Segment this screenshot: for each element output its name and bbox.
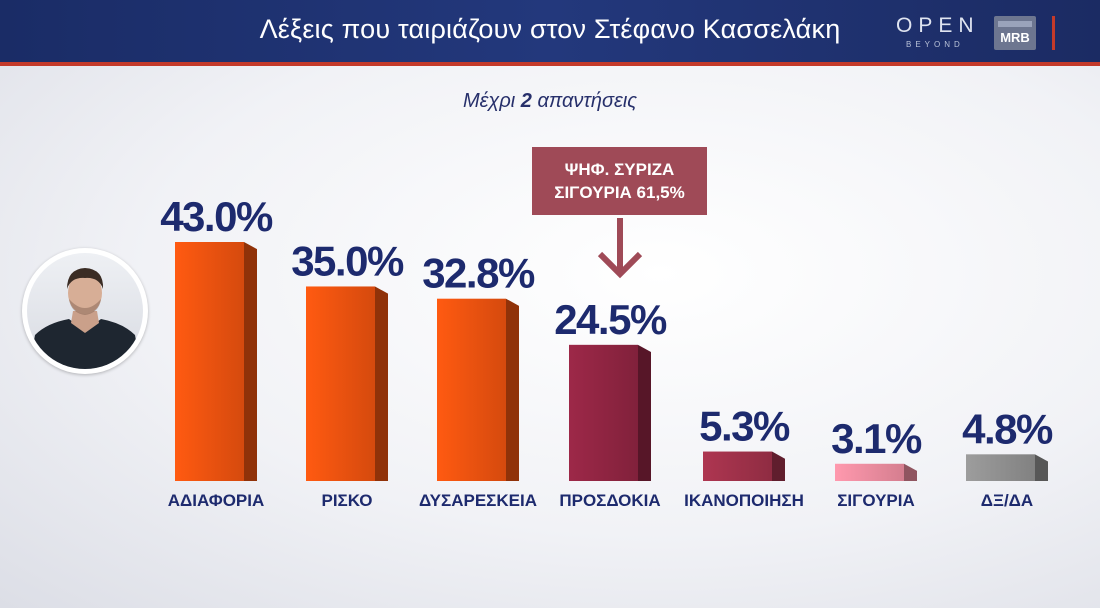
subtitle-pre: Μέχρι <box>462 90 521 112</box>
category-label-1: ΡΙΣΚΟ <box>322 491 373 510</box>
bar-4 <box>703 451 772 481</box>
bar-3 <box>569 344 638 481</box>
callout-line-1: ΨΗΦ. ΣΥΡΙΖΑ <box>564 160 675 179</box>
callout-line-2: ΣΙΓΟΥΡΙΑ 61,5% <box>554 183 685 202</box>
bar-0 <box>175 242 244 481</box>
person-icon <box>29 268 141 369</box>
subtitle-post: απαντήσεις <box>531 90 638 112</box>
open-beyond-logo: BEYOND <box>906 40 964 49</box>
avatar <box>22 248 148 374</box>
bar-side-3 <box>638 344 651 481</box>
bar-side-0 <box>244 242 257 481</box>
subtitle-number: 2 <box>520 90 532 112</box>
mrb-logo: MRB <box>994 16 1036 50</box>
category-label-6: ΔΞ/ΔΑ <box>981 491 1033 510</box>
chart-bars: 43.0% ΑΔΙΑΦΟΡΙΑ 35.0% ΡΙΣΚΟ 32.8% ΔΥΣΑΡΕΣΚΕΙΑ… <box>160 193 1054 510</box>
category-label-5: ΣΙΓΟΥΡΙΑ <box>837 491 915 510</box>
bar-6 <box>966 454 1035 481</box>
title-bar: Λέξεις που ταιριάζουν στον Στέφανο Κασσε… <box>0 0 1100 66</box>
callout-box: ΨΗΦ. ΣΥΡΙΖΑ ΣΙΓΟΥΡΙΑ 61,5% <box>532 147 707 215</box>
chart-subtitle: Μέχρι 2 απαντήσεις <box>0 90 1100 113</box>
open-logo: OPEN <box>896 14 980 37</box>
value-label-2: 32.8% <box>422 250 535 297</box>
value-label-5: 3.1% <box>831 415 922 462</box>
bar-side-1 <box>375 286 388 481</box>
value-label-4: 5.3% <box>699 403 790 450</box>
avatar-photo <box>27 253 143 369</box>
page-title: Λέξεις που ταιριάζουν στον Στέφανο Κασσε… <box>259 14 841 44</box>
bar-side-5 <box>904 463 917 481</box>
logo-divider <box>1052 16 1055 50</box>
category-label-3: ΠΡΟΣΔΟΚΙΑ <box>559 491 660 510</box>
down-arrow-icon <box>597 218 643 279</box>
value-label-0: 43.0% <box>160 193 273 240</box>
bar-2 <box>437 298 506 481</box>
category-label-2: ΔΥΣΑΡΕΣΚΕΙΑ <box>419 491 537 510</box>
bar-5 <box>835 463 904 481</box>
bar-1 <box>306 286 375 481</box>
value-label-3: 24.5% <box>554 296 667 343</box>
category-label-0: ΑΔΙΑΦΟΡΙΑ <box>168 491 265 510</box>
bar-side-6 <box>1035 454 1048 481</box>
bar-side-4 <box>772 451 785 481</box>
bar-side-2 <box>506 298 519 481</box>
mrb-logo-stripe <box>998 21 1032 27</box>
value-label-6: 4.8% <box>962 405 1053 452</box>
value-label-1: 35.0% <box>291 237 404 284</box>
category-label-4: ΙΚΑΝΟΠΟΙΗΣΗ <box>684 491 804 510</box>
mrb-logo-text: MRB <box>1000 30 1030 45</box>
